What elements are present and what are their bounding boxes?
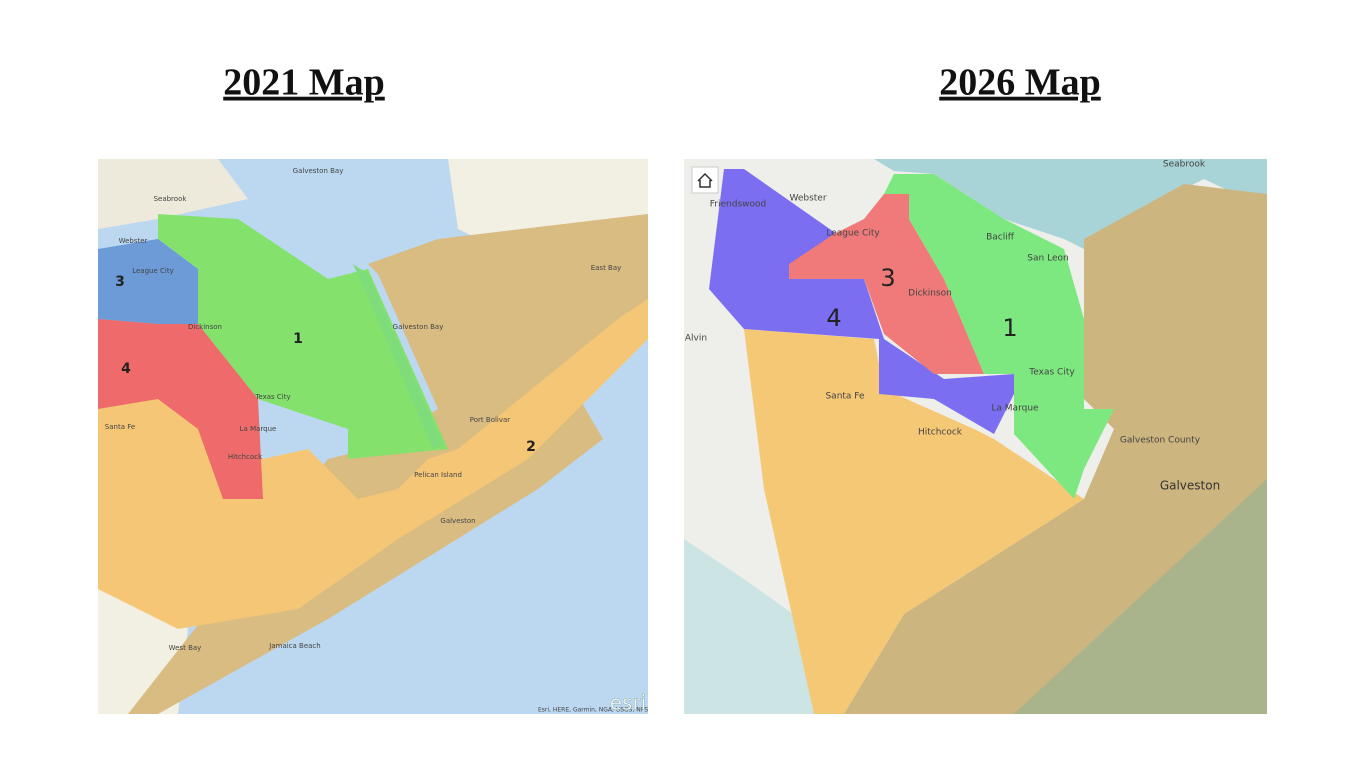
map-2026: Seabrook Friendswood Webster League City… — [684, 159, 1267, 714]
place-label: San Leon — [1027, 254, 1068, 264]
place-label: Galveston — [1160, 479, 1220, 493]
place-label: Galveston — [440, 517, 475, 525]
place-label: Webster — [119, 237, 148, 245]
place-label: League City — [132, 267, 174, 275]
place-label: La Marque — [240, 425, 277, 433]
place-label: Texas City — [254, 393, 290, 401]
place-label: Galveston Bay — [293, 167, 344, 175]
place-label: Seabrook — [1163, 160, 1206, 170]
district-label: 1 — [1002, 314, 1017, 342]
place-label: La Marque — [991, 404, 1039, 414]
district-label: 3 — [880, 264, 895, 292]
place-label: Santa Fe — [825, 392, 865, 402]
district-label: 4 — [826, 304, 841, 332]
map-2021: Galveston Bay Seabrook Webster League Ci… — [98, 159, 648, 715]
map-title: 2026 Map — [939, 62, 1101, 104]
place-label: Friendswood — [710, 200, 766, 210]
place-label: East Bay — [591, 264, 622, 272]
place-label: Jamaica Beach — [268, 642, 320, 650]
place-label: Port Bolivar — [470, 416, 511, 424]
place-label: Pelican Island — [414, 471, 462, 479]
district-label: 2 — [526, 439, 536, 455]
place-label: Webster — [789, 194, 826, 204]
place-label: Hitchcock — [228, 453, 263, 461]
place-label: Alvin — [685, 334, 707, 344]
place-label: Galveston Bay — [393, 323, 444, 331]
place-label: West Bay — [169, 644, 202, 652]
attribution: Esri, HERE, Garmin, NGA, USGS, NPS — [538, 707, 648, 714]
district-label: 3 — [115, 274, 125, 290]
place-label: Galveston County — [1120, 436, 1201, 446]
map-title: 2021 Map — [223, 62, 385, 104]
place-label: Dickinson — [908, 289, 952, 299]
place-label: Texas City — [1028, 368, 1075, 378]
place-label: Bacliff — [986, 233, 1015, 243]
place-label: Santa Fe — [105, 423, 135, 431]
district-label: 1 — [293, 331, 303, 347]
place-label: League City — [826, 229, 880, 239]
home-button[interactable] — [691, 166, 719, 194]
place-label: Hitchcock — [918, 428, 963, 438]
home-icon — [697, 172, 713, 188]
place-label: Seabrook — [154, 195, 188, 203]
place-label: Dickinson — [188, 323, 222, 331]
logo: esri — [610, 691, 647, 715]
district-label: 4 — [121, 361, 131, 377]
